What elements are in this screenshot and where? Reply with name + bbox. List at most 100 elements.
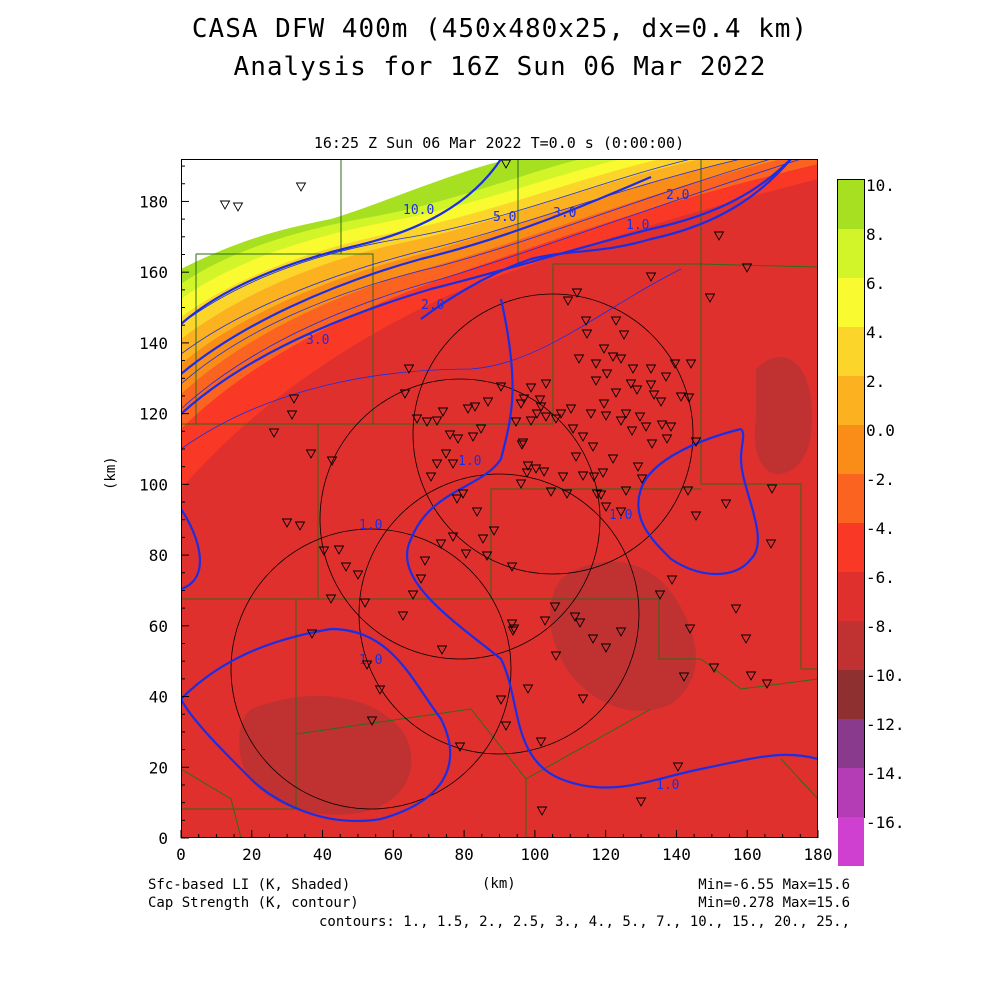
contour-label: 1.0 bbox=[359, 653, 382, 668]
analysis-time-title: Analysis for 16Z Sun 06 Mar 2022 bbox=[233, 52, 767, 82]
station-marker bbox=[268, 428, 280, 438]
station-marker bbox=[645, 364, 657, 374]
station-marker bbox=[675, 392, 687, 402]
contour-label: 1.0 bbox=[656, 778, 679, 793]
station-marker bbox=[421, 417, 433, 427]
station-marker bbox=[600, 411, 612, 421]
x-tick-label: 20 bbox=[242, 845, 261, 864]
station-marker bbox=[508, 624, 520, 634]
station-marker bbox=[318, 546, 330, 556]
color-bar bbox=[837, 179, 865, 866]
station-marker bbox=[615, 354, 627, 364]
color-bar-segment bbox=[838, 180, 864, 229]
station-marker bbox=[555, 409, 567, 419]
station-marker bbox=[506, 562, 518, 572]
y-tick-label: 20 bbox=[149, 758, 168, 777]
station-marker bbox=[585, 409, 597, 419]
station-marker bbox=[425, 472, 437, 482]
station-marker bbox=[306, 629, 318, 639]
y-tick-label: 160 bbox=[139, 263, 168, 282]
y-tick-label: 40 bbox=[149, 688, 168, 707]
li-blob-east bbox=[754, 356, 813, 475]
station-marker bbox=[666, 575, 678, 585]
station-marker bbox=[634, 412, 646, 422]
color-bar-label: 10. bbox=[866, 176, 895, 195]
station-marker bbox=[531, 409, 543, 419]
station-marker bbox=[340, 562, 352, 572]
color-bar-label: -6. bbox=[866, 568, 895, 587]
station-marker bbox=[720, 499, 732, 509]
station-marker bbox=[522, 461, 534, 471]
x-tick-label: 120 bbox=[591, 845, 620, 864]
y-tick-label: 100 bbox=[139, 475, 168, 494]
station-marker bbox=[761, 679, 773, 689]
station-marker bbox=[545, 487, 557, 497]
station-marker bbox=[515, 479, 527, 489]
station-marker bbox=[219, 200, 231, 210]
cap-contour-1-east bbox=[637, 427, 759, 576]
minmax-legend: Min=-6.55 Max=15.6 Min=0.278 Max=15.6 bbox=[698, 876, 850, 912]
li-blob-southwest bbox=[239, 695, 412, 815]
station-marker bbox=[610, 388, 622, 398]
station-marker bbox=[741, 263, 753, 273]
station-marker bbox=[366, 716, 378, 726]
station-marker bbox=[690, 511, 702, 521]
station-marker bbox=[475, 424, 487, 434]
station-marker bbox=[359, 598, 371, 608]
station-marker bbox=[587, 634, 599, 644]
station-marker bbox=[325, 594, 337, 604]
y-tick-label: 0 bbox=[158, 829, 168, 848]
station-marker bbox=[765, 539, 777, 549]
contour-levels: contours: 1., 1.5, 2., 2.5, 3., 4., 5., … bbox=[318, 914, 850, 930]
color-bar-segment bbox=[838, 327, 864, 376]
color-bar-segment bbox=[838, 523, 864, 572]
station-marker bbox=[635, 797, 647, 807]
station-marker bbox=[515, 399, 527, 409]
station-markers bbox=[219, 159, 778, 816]
station-marker bbox=[648, 390, 660, 400]
station-marker bbox=[535, 402, 547, 412]
contour-label: 10.0 bbox=[403, 203, 434, 218]
station-marker bbox=[766, 484, 778, 494]
station-marker bbox=[581, 329, 593, 339]
station-marker bbox=[598, 399, 610, 409]
color-bar-segment bbox=[838, 376, 864, 425]
station-marker bbox=[574, 618, 586, 628]
station-marker bbox=[704, 293, 716, 303]
station-marker bbox=[607, 454, 619, 464]
color-bar-segment bbox=[838, 719, 864, 768]
y-tick-label: 60 bbox=[149, 617, 168, 636]
station-marker bbox=[471, 507, 483, 517]
station-marker bbox=[678, 672, 690, 682]
station-marker bbox=[294, 521, 306, 531]
color-bar-segment bbox=[838, 572, 864, 621]
color-bar-label: -16. bbox=[866, 813, 905, 832]
cap-contour-2 bbox=[181, 159, 792, 415]
station-marker bbox=[607, 352, 619, 362]
station-marker bbox=[683, 393, 695, 403]
station-marker bbox=[571, 288, 583, 298]
contour-minmax: Min=0.278 Max=15.6 bbox=[698, 895, 850, 911]
y-tick-label: 140 bbox=[139, 334, 168, 353]
y-tick-label: 80 bbox=[149, 546, 168, 565]
cap-contour-1-ring bbox=[405, 298, 818, 789]
station-marker bbox=[590, 359, 602, 369]
cap-contour-5 bbox=[181, 175, 652, 375]
station-marker bbox=[569, 612, 581, 622]
station-marker bbox=[415, 574, 427, 584]
station-marker bbox=[540, 412, 552, 422]
station-marker bbox=[601, 369, 613, 379]
station-marker bbox=[740, 634, 752, 644]
station-marker bbox=[598, 344, 610, 354]
cap-contour-1-sw bbox=[181, 627, 452, 823]
station-marker bbox=[535, 737, 547, 747]
cap-contours-thick bbox=[181, 159, 818, 823]
y-axis-label: (km) bbox=[103, 456, 119, 490]
station-marker bbox=[615, 416, 627, 426]
color-bar-segment bbox=[838, 278, 864, 327]
x-tick-label: 40 bbox=[313, 845, 332, 864]
station-marker bbox=[625, 379, 637, 389]
station-marker bbox=[615, 627, 627, 637]
station-marker bbox=[684, 624, 696, 634]
